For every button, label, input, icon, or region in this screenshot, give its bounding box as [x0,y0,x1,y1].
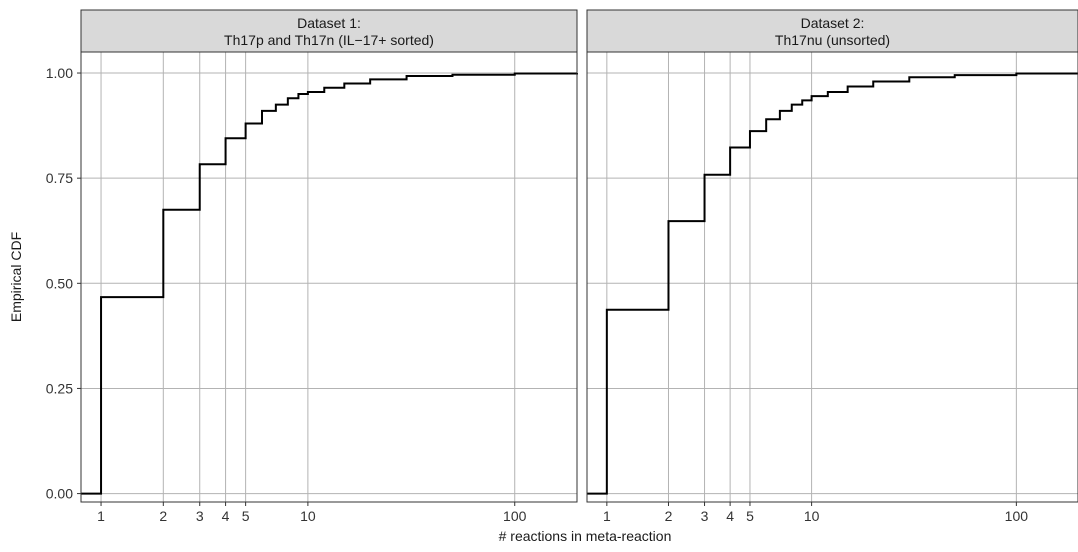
x-tick-label: 1 [603,508,611,524]
y-tick-label: 0.75 [46,170,73,186]
ecdf-series-line [587,72,1078,495]
x-tick-label: 4 [726,508,734,524]
x-tick-label: 10 [300,508,316,524]
y-tick-label: 1.00 [46,65,73,81]
panel-border [586,51,1078,503]
panel-2: Dataset 2:Th17nu (unsorted) 1 2 3 4 5 10 100 [586,9,1078,524]
x-tick-label: 2 [159,508,167,524]
y-tick-label: 0.25 [46,380,73,396]
facet-strip [80,9,578,53]
panel-1: Dataset 1:Th17p and Th17n (IL−17+ sorted… [46,9,578,524]
ecdf-series-line [81,72,578,495]
x-tick-label: 100 [1005,508,1029,524]
x-tick-label: 100 [503,508,527,524]
y-axis-label: Empirical CDF [8,232,24,322]
facet-title-line1: Dataset 2: [801,15,865,31]
x-tick-label: 2 [665,508,673,524]
x-tick-label: 3 [196,508,204,524]
x-tick-label: 1 [97,508,105,524]
x-tick-label: 10 [804,508,820,524]
plot-background [81,52,577,502]
facet-title-line2: Th17nu (unsorted) [775,32,890,48]
x-tick-label: 5 [746,508,754,524]
x-tick-label: 4 [222,508,230,524]
x-tick-label: 5 [242,508,250,524]
facet-strip [586,9,1078,53]
facet-title-line1: Dataset 1: [297,15,361,31]
y-tick-label: 0.50 [46,275,73,291]
x-tick-label: 3 [701,508,709,524]
x-axis-label: # reactions in meta-reaction [499,528,672,544]
facet-title-line2: Th17p and Th17n (IL−17+ sorted) [224,32,434,48]
panel-border [80,51,578,503]
plot-background [587,52,1078,502]
y-tick-label: 0.00 [46,486,73,502]
